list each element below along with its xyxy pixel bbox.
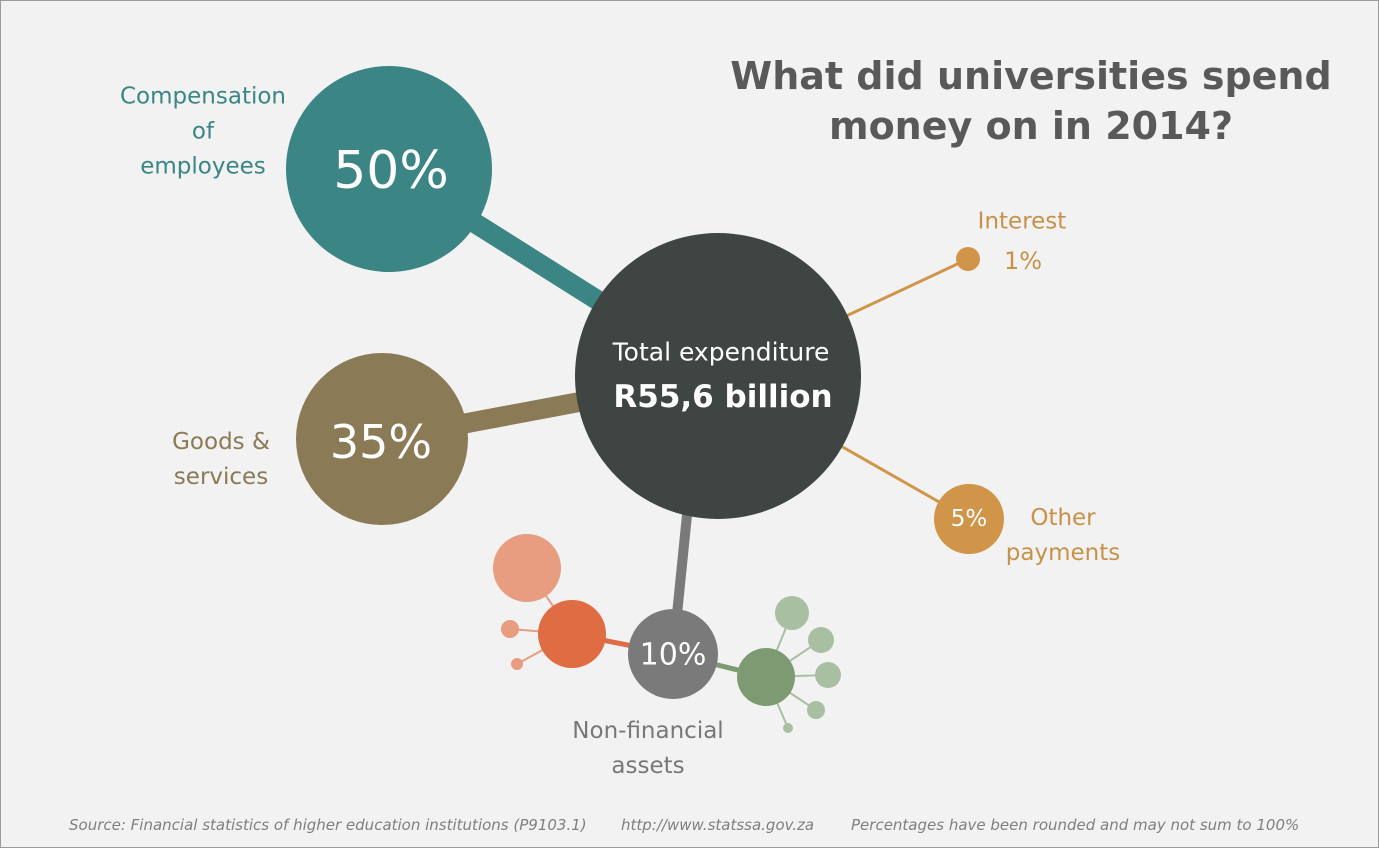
decor-bubble xyxy=(493,534,561,602)
percent: 35% xyxy=(329,415,433,469)
label-line: employees xyxy=(140,153,266,180)
source: Source: Financial statistics of higher e… xyxy=(69,816,587,834)
decor-bubble xyxy=(737,648,795,706)
center-value: R55,6 billion xyxy=(613,379,833,415)
note: Percentages have been rounded and may no… xyxy=(851,816,1300,834)
percent: 5% xyxy=(950,506,988,532)
center-bubble xyxy=(575,233,861,519)
url: http://www.statssa.gov.za xyxy=(621,816,815,834)
decor-bubble xyxy=(501,620,519,638)
label-line: Compensation xyxy=(120,83,286,110)
label: Other payments xyxy=(1006,501,1120,571)
label-line: Non-financial xyxy=(572,718,724,744)
decor-bubble xyxy=(783,723,793,733)
decor-bubble xyxy=(807,701,825,719)
label-line: Interest xyxy=(977,208,1067,235)
bubble xyxy=(934,484,1004,554)
center-label: Total expenditure xyxy=(612,337,830,367)
bubble xyxy=(286,66,492,272)
label-line: Other xyxy=(1030,505,1096,531)
label-line: of xyxy=(191,118,215,145)
decor-bubble xyxy=(775,596,809,630)
bubble xyxy=(628,609,718,699)
decor-bubble xyxy=(538,600,606,668)
label-line: payments xyxy=(1005,540,1121,566)
bubble xyxy=(296,353,468,525)
label-line: assets xyxy=(611,753,685,779)
label: Goods & services xyxy=(172,425,270,495)
label-line: Goods & xyxy=(172,429,270,455)
label: Non-financial assets xyxy=(572,714,723,784)
percent: 10% xyxy=(639,637,707,673)
percent: 50% xyxy=(333,141,449,201)
decor-bubble xyxy=(808,627,834,653)
decor-bubble xyxy=(815,662,841,688)
title: What did universities spend money on in … xyxy=(730,54,1332,148)
decor-bubble xyxy=(511,658,523,670)
percent: 1% xyxy=(1003,247,1043,275)
label: Interest xyxy=(978,205,1067,240)
label: Compensation of employees xyxy=(120,80,286,185)
bubble xyxy=(956,247,980,271)
label-line: services xyxy=(173,464,269,490)
